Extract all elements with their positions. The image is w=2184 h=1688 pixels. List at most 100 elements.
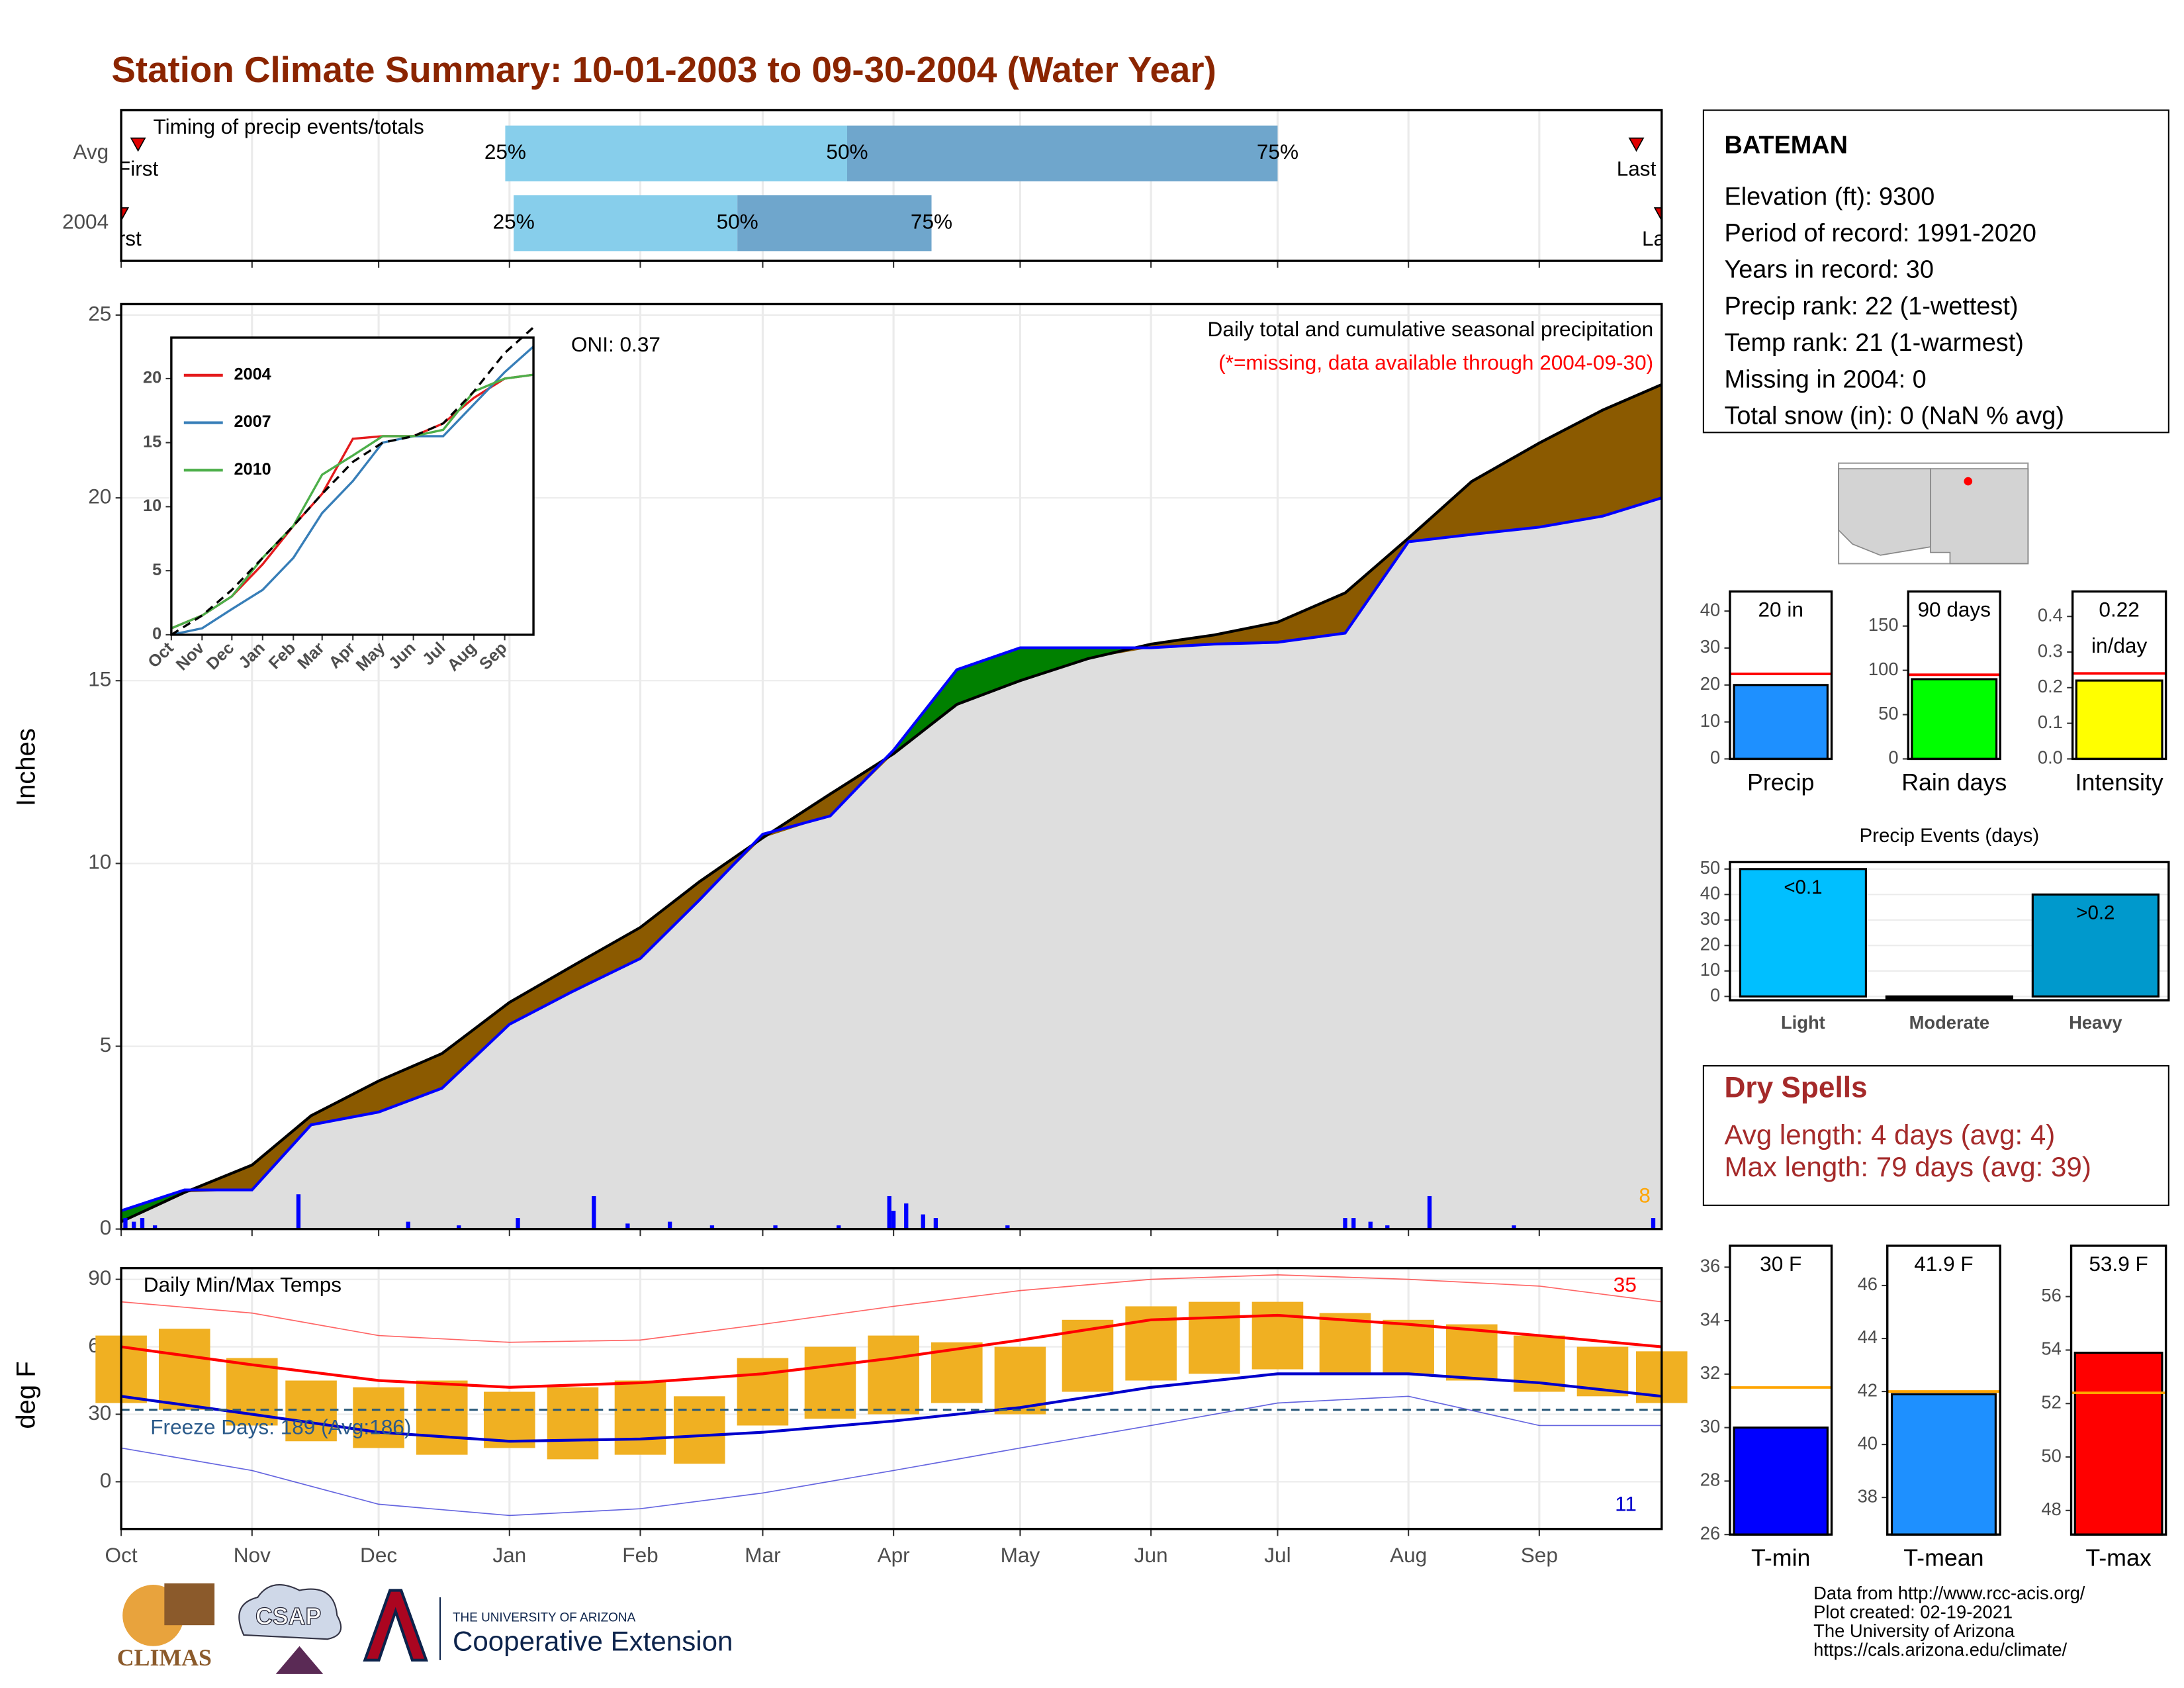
cumulative-line — [120, 496, 1662, 1213]
logo-shape — [238, 1584, 342, 1640]
temp-range-bar — [868, 1335, 919, 1415]
temp-range-bar — [158, 1329, 210, 1410]
bar — [1890, 1393, 1997, 1536]
annotation: (*=missing, data available through 2004-… — [1218, 350, 1653, 374]
y-tick-label: 0 — [100, 1215, 112, 1239]
station-line: Period of record: 1991-2020 — [1724, 219, 2036, 247]
x-tick-label: Dec — [360, 1543, 397, 1567]
y-tick-label: 0 — [1888, 747, 1898, 768]
value-label: 30 F — [1760, 1252, 1801, 1276]
y-tick-label: 10 — [88, 850, 111, 874]
temp-range-bar — [1125, 1306, 1177, 1381]
temp-range-bar — [484, 1391, 535, 1448]
daily-precip-bar — [667, 1221, 672, 1229]
quartile-bar — [846, 125, 1278, 181]
daily-precip-bar — [1651, 1218, 1656, 1229]
x-tick-label: Intensity — [2075, 769, 2163, 796]
y-tick-label: 26 — [1700, 1523, 1720, 1543]
logo-shape — [275, 1646, 324, 1674]
y-tick-label: 0.2 — [2038, 676, 2063, 696]
station-line: Elevation (ft): 9300 — [1724, 183, 1934, 211]
plot-border — [2070, 1244, 2167, 1536]
record-min-line — [120, 1395, 1662, 1517]
x-tick-label: Jun — [1134, 1543, 1168, 1567]
x-tick-label: Light — [1781, 1012, 1825, 1033]
temp-range-bar — [614, 1380, 666, 1455]
y-tick-label: 44 — [1858, 1327, 1878, 1347]
daily-precip-bar — [887, 1196, 891, 1229]
event-label: Last — [1617, 156, 1657, 180]
y-tick-label: 30 — [88, 1401, 111, 1425]
y-tick-label: 54 — [2041, 1338, 2061, 1359]
annotation: ONI: 0.37 — [571, 332, 660, 356]
temp-range-bar — [994, 1346, 1046, 1415]
row-label: Avg — [73, 140, 109, 164]
legend-label: 2004 — [234, 365, 271, 384]
logo-text: Cooperative Extension — [453, 1626, 733, 1657]
daily-precip-bar — [296, 1194, 301, 1229]
daily-precip-bar — [1385, 1225, 1390, 1229]
y-tick-label: 30 — [1700, 636, 1720, 657]
y-tick-label: 50 — [1878, 703, 1898, 724]
x-tick-label: May — [1001, 1543, 1040, 1567]
y-tick-label: 10 — [1700, 959, 1720, 980]
quartile-label: 25% — [493, 210, 535, 234]
quartile-label: 50% — [826, 140, 868, 164]
y-axis-label: deg F — [12, 1361, 41, 1429]
y-tick-label: 30 — [1700, 1416, 1720, 1436]
y-tick-label: 56 — [2041, 1285, 2061, 1305]
y-tick-label: 40 — [1858, 1432, 1878, 1453]
bar — [1911, 678, 1998, 761]
y-tick-label: 10 — [143, 496, 161, 515]
x-tick-label: Apr — [878, 1543, 910, 1567]
x-tick-label: Aug — [1390, 1543, 1427, 1567]
annotation: Daily Min/Max Temps — [144, 1272, 341, 1296]
temp-range-bar — [1319, 1313, 1371, 1374]
daily-precip-bar — [1005, 1225, 1010, 1229]
daily-precip-bar — [891, 1211, 896, 1229]
event-label: First — [118, 156, 159, 180]
temp-range-bar — [1189, 1301, 1240, 1374]
daily-precip-bar — [516, 1218, 520, 1229]
y-tick-label: 38 — [1858, 1485, 1878, 1506]
y-tick-label: 32 — [1700, 1362, 1720, 1383]
annotation: 35 — [1614, 1272, 1637, 1296]
annotation: Daily total and cumulative seasonal prec… — [1208, 317, 1654, 341]
station-line: Years in record: 30 — [1724, 256, 1933, 284]
bar — [2031, 893, 2160, 998]
unit-label: in/day — [2091, 633, 2147, 657]
annotation: Freeze Days: 189 (Avg:186) — [150, 1415, 411, 1438]
series-line — [171, 346, 535, 636]
daily-precip-bar — [1343, 1218, 1347, 1229]
page-title: Station Climate Summary: 10-01-2003 to 0… — [111, 49, 1216, 90]
annotation: 11 — [1615, 1491, 1637, 1515]
logo-text: CLIMAS — [117, 1644, 212, 1671]
y-tick-label: 0.1 — [2038, 712, 2063, 732]
map-state — [1930, 468, 2029, 565]
y-tick-label: 20 — [1700, 673, 1720, 694]
plot-border — [120, 109, 1663, 262]
y-tick-label: 36 — [1700, 1255, 1720, 1276]
quartile-label: 50% — [717, 210, 758, 234]
timing-title: Timing of precip events/totals — [154, 115, 424, 138]
plot-border — [120, 1266, 1663, 1530]
x-tick-label: Nov — [234, 1543, 271, 1567]
value-label: 53.9 F — [2089, 1252, 2148, 1276]
credit-line: Plot created: 02-19-2021 — [1813, 1601, 2013, 1622]
x-tick-label: Feb — [622, 1543, 658, 1567]
plot-border — [1907, 590, 2001, 761]
daily-precip-bar — [592, 1196, 596, 1229]
bar — [1739, 868, 1867, 998]
y-tick-label: 52 — [2041, 1391, 2061, 1412]
bar — [2073, 1351, 2163, 1536]
value-label: 90 days — [1917, 597, 1991, 621]
dry-spells-title: Dry Spells — [1724, 1072, 1867, 1104]
station-dot — [1964, 477, 1973, 486]
x-tick-label: Jul — [1264, 1543, 1291, 1567]
bar — [1733, 684, 1829, 761]
value-label: 20 in — [1758, 597, 1803, 621]
temp-range-bar — [285, 1380, 337, 1442]
temp-range-bar — [1383, 1319, 1434, 1374]
daily-precip-bar — [773, 1225, 778, 1229]
